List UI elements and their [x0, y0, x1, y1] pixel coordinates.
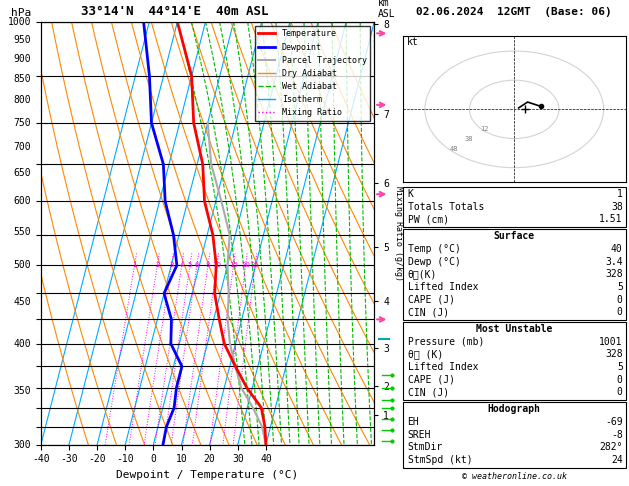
Text: Lifted Index: Lifted Index [408, 362, 478, 372]
Text: Temp (°C): Temp (°C) [408, 244, 460, 254]
Text: 3.4: 3.4 [605, 257, 623, 267]
Text: θᴄ(K): θᴄ(K) [408, 269, 437, 279]
Text: 300: 300 [13, 440, 31, 450]
Text: 3: 3 [169, 262, 174, 268]
Text: hPa: hPa [11, 8, 31, 17]
Text: 950: 950 [13, 35, 31, 45]
Text: 1: 1 [617, 189, 623, 199]
Text: 0: 0 [617, 295, 623, 305]
Text: 328: 328 [605, 349, 623, 360]
Text: 750: 750 [13, 118, 31, 128]
Text: Lifted Index: Lifted Index [408, 282, 478, 292]
Text: 800: 800 [13, 95, 31, 105]
Text: 15: 15 [229, 262, 238, 268]
Text: 1001: 1001 [599, 337, 623, 347]
Text: K: K [408, 189, 413, 199]
Text: 850: 850 [13, 74, 31, 84]
Text: 5: 5 [617, 362, 623, 372]
Text: 24: 24 [611, 455, 623, 465]
Text: -69: -69 [605, 417, 623, 427]
Text: 33°14'N  44°14'E  40m ASL: 33°14'N 44°14'E 40m ASL [81, 5, 269, 17]
Text: © weatheronline.co.uk: © weatheronline.co.uk [462, 472, 567, 482]
Text: CIN (J): CIN (J) [408, 307, 448, 317]
Text: kt: kt [407, 37, 419, 47]
Text: CAPE (J): CAPE (J) [408, 375, 455, 385]
Text: Dewp (°C): Dewp (°C) [408, 257, 460, 267]
Text: 10: 10 [213, 262, 221, 268]
Text: 5: 5 [617, 282, 623, 292]
Text: 38: 38 [611, 202, 623, 212]
Text: 20: 20 [241, 262, 250, 268]
Text: 4: 4 [179, 262, 184, 268]
Text: 12: 12 [480, 126, 489, 132]
Text: 8: 8 [206, 262, 210, 268]
Text: 328: 328 [605, 269, 623, 279]
Text: EH: EH [408, 417, 420, 427]
Text: Surface: Surface [494, 231, 535, 242]
Text: StmSpd (kt): StmSpd (kt) [408, 455, 472, 465]
Text: SREH: SREH [408, 430, 431, 440]
Text: 5: 5 [188, 262, 192, 268]
Text: 900: 900 [13, 54, 31, 64]
Text: 350: 350 [13, 385, 31, 396]
Text: 40: 40 [611, 244, 623, 254]
Text: 38: 38 [465, 136, 474, 142]
Text: 550: 550 [13, 227, 31, 237]
Text: 400: 400 [13, 339, 31, 348]
Text: 450: 450 [13, 297, 31, 307]
Text: 700: 700 [13, 142, 31, 152]
Text: 25: 25 [251, 262, 260, 268]
Legend: Temperature, Dewpoint, Parcel Trajectory, Dry Adiabat, Wet Adiabat, Isotherm, Mi: Temperature, Dewpoint, Parcel Trajectory… [255, 26, 370, 121]
Text: θᴄ (K): θᴄ (K) [408, 349, 443, 360]
Text: 1: 1 [132, 262, 136, 268]
Text: 6: 6 [194, 262, 199, 268]
Text: Pressure (mb): Pressure (mb) [408, 337, 484, 347]
Text: Hodograph: Hodograph [487, 404, 541, 415]
Text: 0: 0 [617, 375, 623, 385]
Text: StmDir: StmDir [408, 442, 443, 452]
Text: 0: 0 [617, 307, 623, 317]
Y-axis label: Mixing Ratio (g/kg): Mixing Ratio (g/kg) [394, 186, 403, 281]
Text: 282°: 282° [599, 442, 623, 452]
Text: 1000: 1000 [8, 17, 31, 27]
Text: 0: 0 [617, 387, 623, 398]
Text: CIN (J): CIN (J) [408, 387, 448, 398]
Text: 500: 500 [13, 260, 31, 270]
Text: Most Unstable: Most Unstable [476, 324, 552, 334]
Text: 2: 2 [155, 262, 160, 268]
X-axis label: Dewpoint / Temperature (°C): Dewpoint / Temperature (°C) [116, 470, 299, 480]
Text: km
ASL: km ASL [377, 0, 395, 19]
Text: 1.51: 1.51 [599, 214, 623, 225]
Text: CAPE (J): CAPE (J) [408, 295, 455, 305]
Text: Totals Totals: Totals Totals [408, 202, 484, 212]
Text: PW (cm): PW (cm) [408, 214, 448, 225]
Text: 650: 650 [13, 168, 31, 178]
Text: 48: 48 [450, 145, 459, 152]
Text: 600: 600 [13, 196, 31, 206]
Text: 02.06.2024  12GMT  (Base: 06): 02.06.2024 12GMT (Base: 06) [416, 7, 612, 17]
Text: -8: -8 [611, 430, 623, 440]
